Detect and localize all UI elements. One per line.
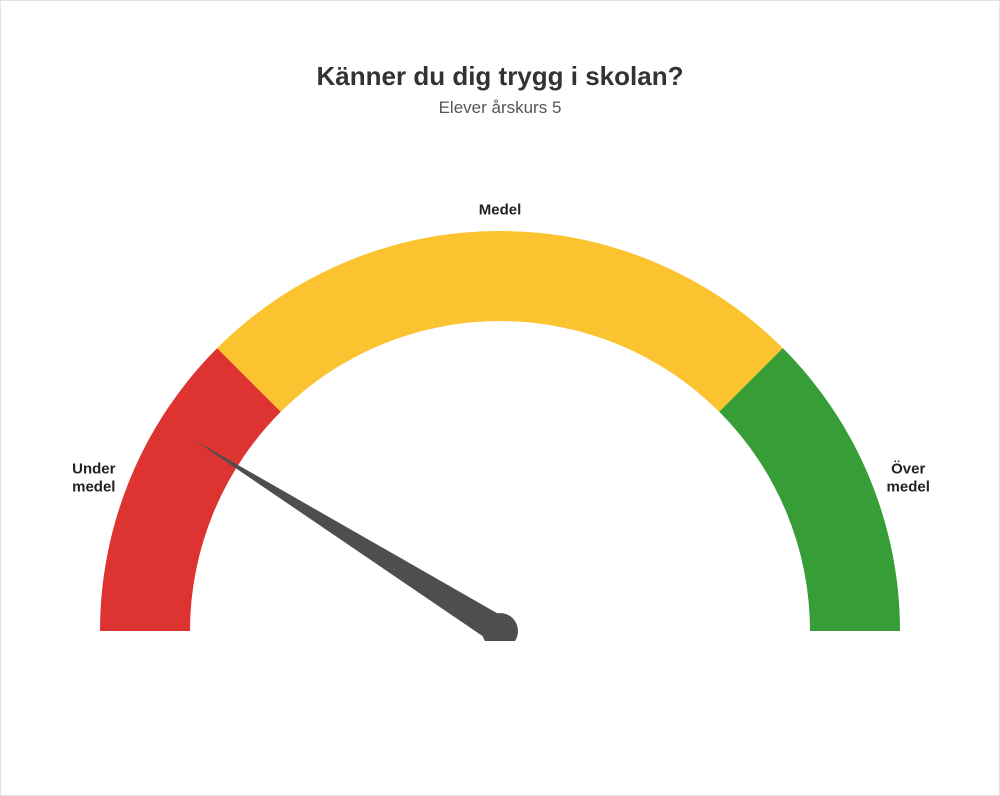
gauge-segment-1 [217,231,783,412]
gauge-segment-2 [719,348,900,631]
gauge-chart: Under medel Medel Över medel [50,161,950,641]
gauge-needle [195,440,508,641]
segment-label-under-medel: Under medel [72,460,115,498]
chart-titles: Känner du dig trygg i skolan? Elever års… [1,61,999,118]
gauge-svg [50,161,950,641]
chart-frame: Känner du dig trygg i skolan? Elever års… [0,0,1000,796]
segment-label-medel: Medel [479,202,522,221]
gauge-segment-0 [100,348,281,631]
chart-subtitle: Elever årskurs 5 [1,98,999,118]
chart-title: Känner du dig trygg i skolan? [1,61,999,92]
segment-label-over-medel: Över medel [887,460,930,498]
